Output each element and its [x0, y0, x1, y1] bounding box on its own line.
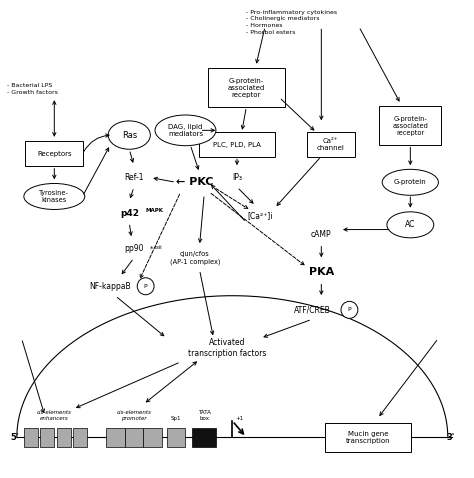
Text: AC: AC — [405, 220, 416, 229]
FancyBboxPatch shape — [143, 428, 162, 447]
Text: *: * — [150, 245, 154, 251]
FancyBboxPatch shape — [24, 428, 38, 447]
Text: Ras: Ras — [122, 130, 137, 140]
FancyBboxPatch shape — [26, 141, 83, 166]
FancyBboxPatch shape — [192, 428, 216, 447]
Text: PKA: PKA — [309, 267, 334, 277]
FancyBboxPatch shape — [57, 428, 71, 447]
Text: G-protein-
associated
receptor: G-protein- associated receptor — [228, 78, 265, 98]
Text: NF-kappaB: NF-kappaB — [90, 282, 131, 291]
FancyBboxPatch shape — [73, 428, 87, 447]
Ellipse shape — [108, 121, 150, 149]
FancyBboxPatch shape — [125, 428, 143, 447]
FancyBboxPatch shape — [40, 428, 55, 447]
FancyBboxPatch shape — [106, 428, 125, 447]
Text: Mucin gene
transcription: Mucin gene transcription — [346, 431, 391, 444]
Text: Activated
transcription factors: Activated transcription factors — [189, 337, 267, 358]
FancyBboxPatch shape — [199, 132, 275, 157]
FancyBboxPatch shape — [379, 106, 441, 145]
Ellipse shape — [387, 212, 434, 238]
Text: G-protein: G-protein — [394, 179, 427, 185]
Ellipse shape — [24, 184, 85, 209]
FancyBboxPatch shape — [307, 132, 355, 157]
Text: P: P — [144, 284, 147, 289]
Text: - Bacterial LPS
- Growth factors: - Bacterial LPS - Growth factors — [8, 83, 58, 95]
Text: G-protein-
associated
receptor: G-protein- associated receptor — [392, 116, 428, 136]
FancyBboxPatch shape — [167, 428, 185, 447]
Text: 5': 5' — [10, 433, 18, 442]
Text: - Pro-inflammatory cytokines
- Cholinergic mediators
- Hormones
- Phorbol esters: - Pro-inflammatory cytokines - Cholinerg… — [246, 10, 337, 35]
Text: pp90: pp90 — [124, 244, 144, 253]
Text: Tyrosine-
kinases: Tyrosine- kinases — [39, 190, 69, 203]
Text: cjun/cfos
(AP-1 complex): cjun/cfos (AP-1 complex) — [170, 251, 220, 265]
FancyBboxPatch shape — [325, 423, 411, 452]
Text: MAPK: MAPK — [146, 208, 164, 213]
Text: cis-elements
promoter: cis-elements promoter — [117, 410, 151, 421]
Text: ATF/CREB: ATF/CREB — [293, 305, 330, 315]
Text: Ref-1: Ref-1 — [124, 173, 144, 182]
Text: ← PKC: ← PKC — [176, 177, 214, 187]
Text: Ca²⁺
channel: Ca²⁺ channel — [317, 138, 345, 151]
Text: [Ca²⁺]i: [Ca²⁺]i — [248, 211, 273, 220]
FancyBboxPatch shape — [208, 68, 284, 108]
Text: rsk: rsk — [155, 245, 163, 250]
Text: Sp1: Sp1 — [171, 416, 182, 421]
Text: 3': 3' — [446, 433, 454, 442]
Ellipse shape — [382, 169, 438, 196]
Text: cis-elements
enhancers: cis-elements enhancers — [37, 410, 72, 421]
Text: P: P — [347, 307, 351, 312]
Circle shape — [341, 301, 358, 318]
Text: Receptors: Receptors — [37, 151, 72, 157]
Text: IP₃: IP₃ — [232, 173, 242, 182]
Text: DAG, lipid
mediators: DAG, lipid mediators — [168, 124, 203, 137]
Text: p42: p42 — [120, 208, 139, 217]
Text: TATA
box: TATA box — [198, 410, 210, 421]
Circle shape — [137, 278, 154, 295]
Ellipse shape — [155, 115, 216, 146]
Text: +1: +1 — [235, 416, 244, 421]
Text: PLC, PLD, PLA: PLC, PLD, PLA — [213, 141, 261, 148]
Text: cAMP: cAMP — [311, 230, 332, 239]
